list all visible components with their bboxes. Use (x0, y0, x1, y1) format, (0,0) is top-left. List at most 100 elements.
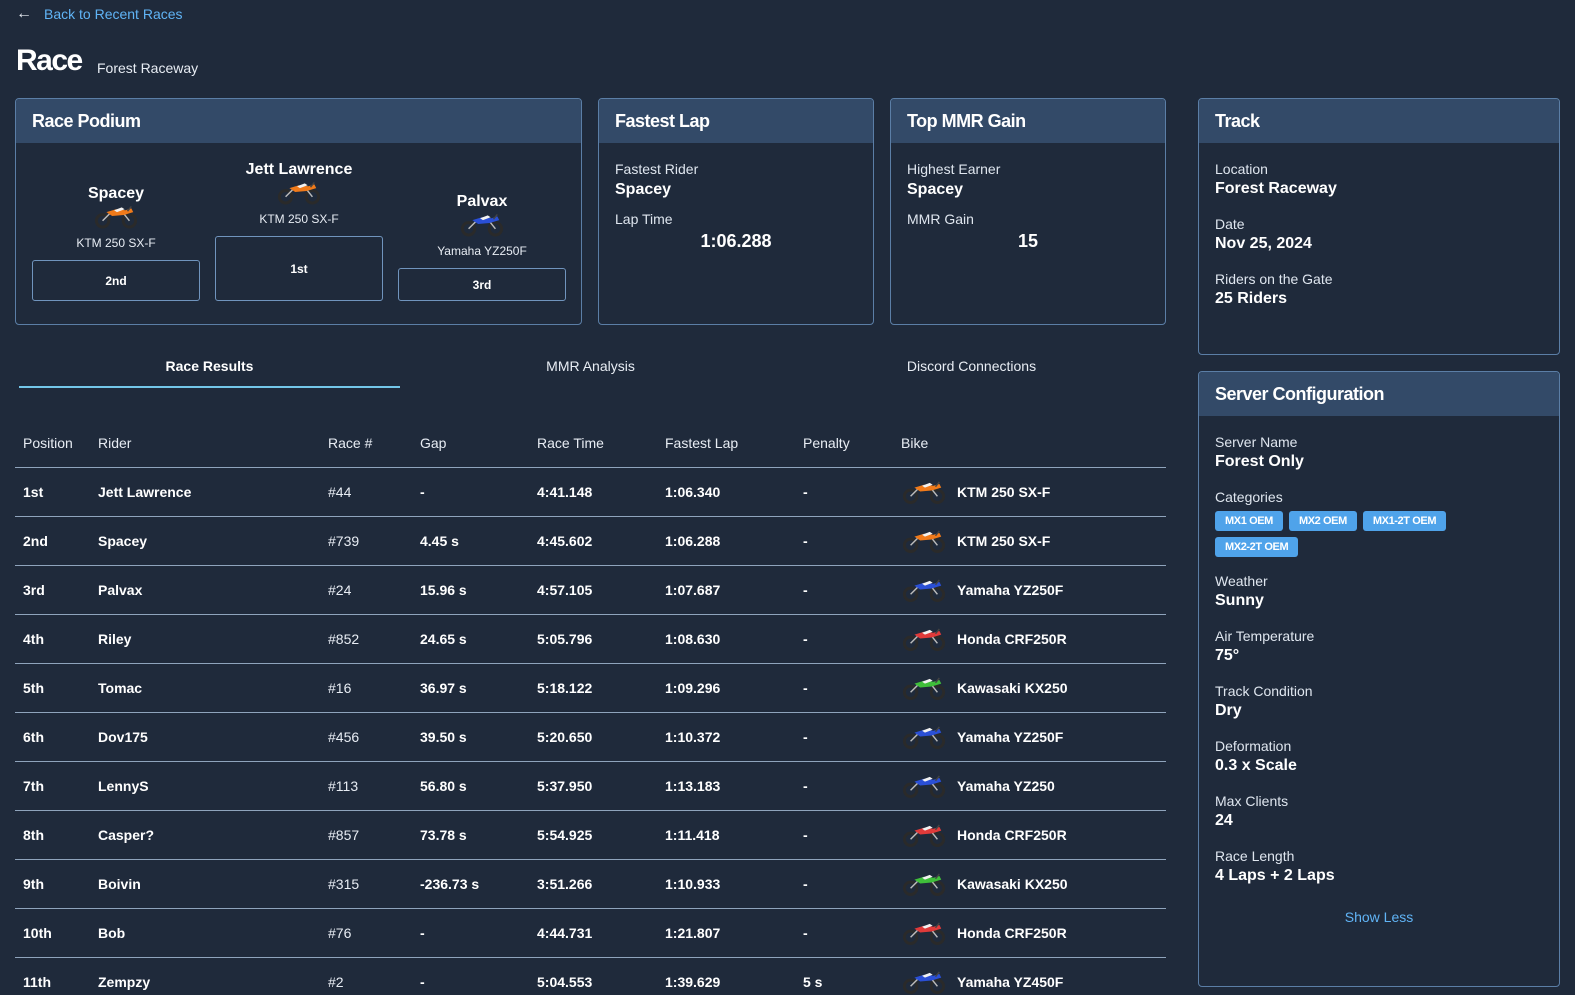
gap-cell: 4.45 s (412, 516, 529, 566)
penalty-cell: - (795, 516, 893, 566)
category-chip: MX2 OEM (1288, 511, 1357, 531)
fastest-lap-cell: 1:10.933 (657, 859, 795, 909)
max-clients-value: 24 (1215, 812, 1233, 829)
race-time-cell: 5:20.650 (529, 712, 657, 762)
penalty-cell: - (795, 761, 893, 811)
column-header: Position (15, 420, 90, 468)
bike-name: Yamaha YZ250F (957, 728, 1064, 745)
race-number-cell: #113 (320, 761, 412, 811)
race-number-cell: #16 (320, 663, 412, 713)
penalty-cell: 5 s (795, 957, 893, 995)
column-header: Penalty (795, 420, 893, 468)
race-time-cell: 5:37.950 (529, 761, 657, 811)
bike-icon (901, 528, 947, 553)
bike-icon (901, 969, 947, 994)
bike-icon (93, 203, 139, 229)
table-row[interactable]: 3rd Palvax #24 15.96 s 4:57.105 1:07.687- Yama… (15, 565, 1166, 615)
category-chip: MX1 OEM (1215, 511, 1283, 531)
tab-discord-connections[interactable]: Discord Connections (906, 358, 1037, 374)
rider-cell: Dov175 (90, 712, 320, 762)
table-row[interactable]: 6th Dov175 #456 39.50 s 5:20.650 1:10.372- Yam… (15, 712, 1166, 762)
bike-cell: KTM 250 SX-F (893, 516, 1166, 566)
penalty-cell: - (795, 810, 893, 860)
race-time-cell: 4:57.105 (529, 565, 657, 615)
podium-third-bike: Yamaha YZ250F (437, 244, 527, 258)
podium-second-place: 2nd (32, 260, 200, 301)
tab-race-results[interactable]: Race Results (19, 358, 400, 388)
bike-cell: Yamaha YZ250F (893, 565, 1166, 615)
location-value: Forest Raceway (1215, 180, 1337, 197)
gap-cell: -236.73 s (412, 859, 529, 909)
bike-name: KTM 250 SX-F (957, 483, 1051, 500)
column-header: Rider (90, 420, 320, 468)
results-table: Position Rider Race # Gap Race Time Fast… (15, 420, 1166, 995)
column-header: Race Time (529, 420, 657, 468)
penalty-cell: - (795, 859, 893, 909)
race-number-cell: #315 (320, 859, 412, 909)
position-cell: 11th (15, 957, 90, 995)
bike-name: Honda CRF250R (957, 826, 1067, 843)
table-row[interactable]: 2nd Spacey #739 4.45 s 4:45.602 1:06.288- KTM … (15, 516, 1166, 566)
table-row[interactable]: 7th LennyS #113 56.80 s 5:37.950 1:13.183- Yam… (15, 761, 1166, 811)
podium-third-place: 3rd (398, 268, 566, 301)
podium-second-bike: KTM 250 SX-F (76, 236, 156, 250)
fastest-lap-title: Fastest Lap (599, 99, 873, 143)
table-row[interactable]: 4th Riley #852 24.65 s 5:05.796 1:08.630- Hond… (15, 614, 1166, 664)
column-header: Bike (893, 420, 1166, 468)
table-row[interactable]: 8th Casper? #857 73.78 s 5:54.925 1:11.418- Ho… (15, 810, 1166, 860)
track-condition-label: Track Condition (1215, 683, 1313, 699)
race-number-cell: #857 (320, 810, 412, 860)
bike-name: Yamaha YZ250F (957, 581, 1064, 598)
bike-cell: Kawasaki KX250 (893, 859, 1166, 909)
race-time-cell: 5:54.925 (529, 810, 657, 860)
rider-cell: Riley (90, 614, 320, 664)
position-cell: 8th (15, 810, 90, 860)
date-label: Date (1215, 216, 1245, 232)
table-row[interactable]: 5th Tomac #16 36.97 s 5:18.122 1:09.296- Kawas… (15, 663, 1166, 713)
column-header: Race # (320, 420, 412, 468)
fastest-lap-cell: 1:06.340 (657, 467, 795, 517)
position-cell: 7th (15, 761, 90, 811)
back-link[interactable]: ← Back to Recent Races (16, 5, 183, 23)
gap-cell: 36.97 s (412, 663, 529, 713)
bike-cell: Honda CRF250R (893, 810, 1166, 860)
table-row[interactable]: 1st Jett Lawrence #44-4:41.148 1:06.340- KTM… (15, 467, 1166, 517)
fastest-lap-card: Fastest Lap Fastest Rider Spacey Lap Tim… (598, 98, 874, 325)
server-config-card: Server Configuration Server Name Forest … (1198, 371, 1560, 987)
fastest-lap-cell: 1:13.183 (657, 761, 795, 811)
race-length-label: Race Length (1215, 848, 1295, 864)
rider-cell: Casper? (90, 810, 320, 860)
penalty-cell: - (795, 467, 893, 517)
fastest-lap-cell: 1:10.372 (657, 712, 795, 762)
bike-name: Honda CRF250R (957, 924, 1067, 941)
location-label: Location (1215, 161, 1268, 177)
max-clients-label: Max Clients (1215, 793, 1289, 809)
bike-cell: Yamaha YZ250F (893, 712, 1166, 762)
bike-icon (459, 211, 505, 237)
table-row[interactable]: 9th Boivin #315 -236.73 s 3:51.266 1:10.933- K… (15, 859, 1166, 909)
fastest-rider-value: Spacey (615, 181, 672, 198)
bike-cell: Kawasaki KX250 (893, 663, 1166, 713)
fastest-lap-cell: 1:07.687 (657, 565, 795, 615)
penalty-cell: - (795, 614, 893, 664)
back-link-label: Back to Recent Races (44, 6, 183, 22)
gap-cell: 56.80 s (412, 761, 529, 811)
page-title: Race (16, 44, 83, 77)
podium-second-name: Spacey (87, 185, 145, 202)
table-row[interactable]: 11th Zempzy #2-5:04.553 1:39.629 5 s Yamaha Y… (15, 957, 1166, 995)
tab-mmr-analysis[interactable]: MMR Analysis (546, 358, 635, 374)
rider-cell: Spacey (90, 516, 320, 566)
riders-label: Riders on the Gate (1215, 271, 1333, 287)
server-config-title: Server Configuration (1199, 372, 1559, 416)
bike-icon (901, 724, 947, 749)
categories-label: Categories (1215, 489, 1283, 505)
race-number-cell: #2 (320, 957, 412, 995)
bike-icon (901, 871, 947, 896)
race-number-cell: #44 (320, 467, 412, 517)
podium-third: Palvax Yamaha YZ250F 3rd (398, 193, 566, 301)
show-less-button[interactable]: Show Less (1344, 909, 1414, 925)
table-row[interactable]: 10th Bob #76-4:44.731 1:21.807- Honda CRF250… (15, 908, 1166, 958)
results-body: 1st Jett Lawrence #44-4:41.148 1:06.340- KTM… (15, 467, 1166, 995)
table-header-row: Position Rider Race # Gap Race Time Fast… (15, 420, 1166, 468)
rider-cell: LennyS (90, 761, 320, 811)
